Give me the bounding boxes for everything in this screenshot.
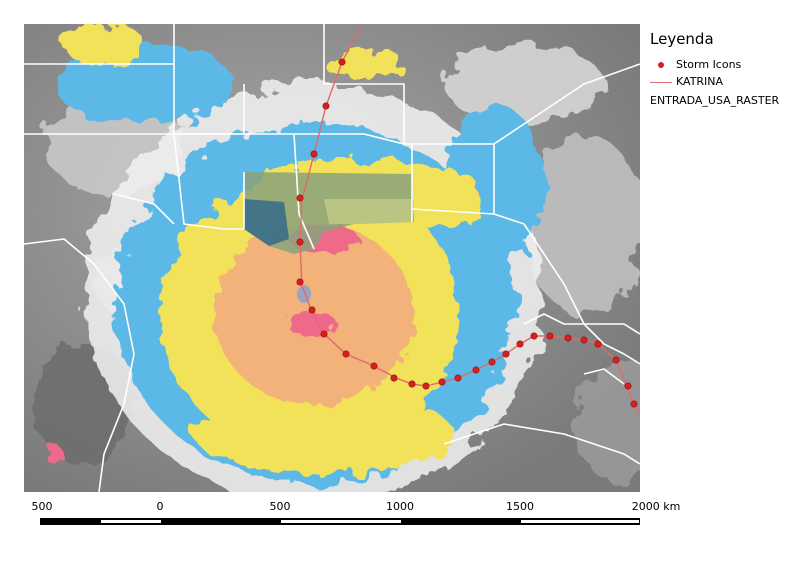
legend: Leyenda Storm Icons KATRINA ENTRADA_USA_… [646,30,796,109]
legend-item-katrina[interactable]: KATRINA [646,73,796,90]
legend-item-storm-icons[interactable]: Storm Icons [646,56,796,73]
storm-icon-point[interactable] [296,238,304,246]
satellite-map[interactable] [24,24,640,492]
storm-icon-point[interactable] [310,150,318,158]
usa-raster-patch [244,172,414,254]
storm-icon-point[interactable] [502,350,510,358]
scale-tick-label: 1000 [386,500,414,513]
storm-icon-point[interactable] [594,340,602,348]
storm-icon-point[interactable] [454,374,462,382]
scale-tick-label: 0 [156,500,164,513]
storm-icon-point[interactable] [516,340,524,348]
storm-icon-point[interactable] [422,382,430,390]
katrina-track-line [299,24,640,415]
scale-bar-segment [101,520,161,523]
storm-icon-point[interactable] [546,332,554,340]
storm-icon-point[interactable] [438,378,446,386]
red-line-icon [646,75,676,89]
storm-icon-point[interactable] [530,332,538,340]
scale-bar-graphic [40,518,640,525]
scale-bar-segment [281,520,401,523]
scale-tick-label: 1500 [506,500,534,513]
storm-icons-layer [296,58,638,408]
scale-bar-segment [521,520,639,523]
storm-icon-point[interactable] [472,366,480,374]
storm-icon-point[interactable] [612,356,620,364]
scale-tick-label: 500 [269,500,291,513]
storm-icon-point[interactable] [564,334,572,342]
legend-raster-label: ENTRADA_USA_RASTER [650,94,780,107]
storm-eye [297,285,311,303]
storm-icon-point[interactable] [296,194,304,202]
legend-item-label: KATRINA [676,75,724,88]
red-point-icon [646,58,676,72]
map-canvas [24,24,640,492]
storm-icon-point[interactable] [630,400,638,408]
storm-icon-point[interactable] [408,380,416,388]
storm-icon-point[interactable] [342,350,350,358]
storm-icon-point[interactable] [296,278,304,286]
storm-icon-point[interactable] [370,362,378,370]
legend-item-raster[interactable]: ENTRADA_USA_RASTER [650,92,796,109]
scale-bar: 500 0 500 1000 1500 2000 km [0,496,800,536]
storm-icon-point[interactable] [624,382,632,390]
storm-icon-point[interactable] [322,102,330,110]
storm-icon-point[interactable] [320,330,328,338]
scale-tick-label: 2000 km [631,500,681,513]
legend-item-label: Storm Icons [676,58,742,71]
storm-icon-point[interactable] [580,336,588,344]
storm-icon-point[interactable] [390,374,398,382]
storm-icon-point[interactable] [308,306,316,314]
storm-icon-point[interactable] [488,358,496,366]
state-borders [24,24,640,492]
storm-icon-point[interactable] [338,58,346,66]
scale-tick-label: 500 [31,500,53,513]
legend-title: Leyenda [650,30,714,48]
